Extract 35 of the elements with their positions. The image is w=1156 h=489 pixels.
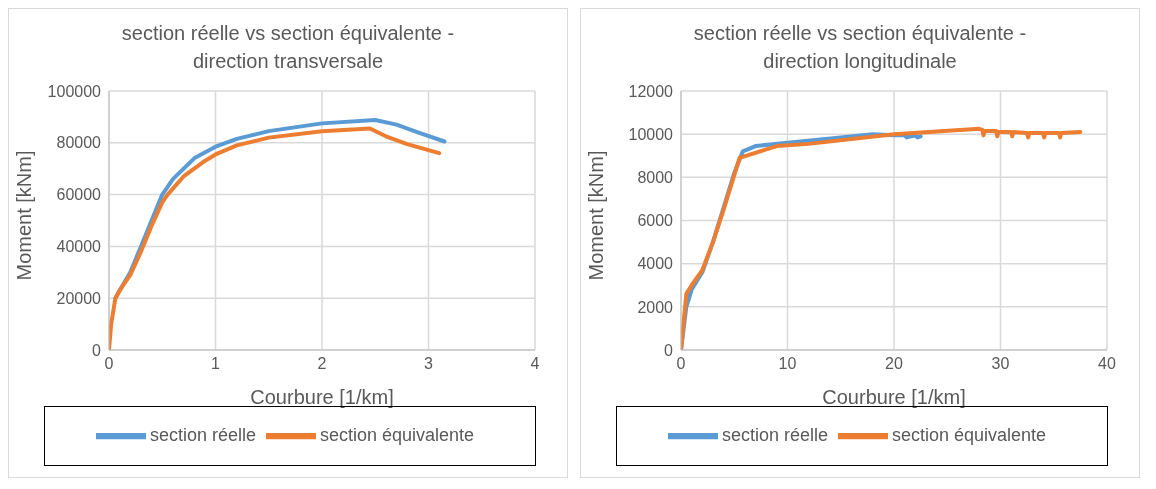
x-tick-label: 2 bbox=[317, 355, 327, 373]
y-tick-label: 60000 bbox=[56, 186, 102, 204]
legend-label: section réelle bbox=[149, 424, 256, 445]
x-tick-label: 0 bbox=[104, 355, 114, 373]
y-tick-label: 4000 bbox=[637, 255, 674, 273]
y-tick-label: 100000 bbox=[47, 82, 102, 100]
x-axis-title: Courbure [1/km] bbox=[250, 386, 394, 408]
x-tick-label: 40 bbox=[1098, 355, 1116, 373]
x-tick-label: 0 bbox=[676, 355, 686, 373]
y-axis-title: Moment [kNm] bbox=[585, 150, 608, 281]
y-tick-label: 80000 bbox=[56, 134, 102, 152]
y-tick-label: 8000 bbox=[637, 169, 674, 187]
x-tick-label: 1 bbox=[211, 355, 221, 373]
chart-title: section réelle vs section équivalente - direction longitudinale bbox=[692, 21, 1028, 74]
line-series bbox=[109, 126, 442, 350]
line-series bbox=[681, 126, 1083, 350]
y-tick-label: 2000 bbox=[637, 298, 674, 316]
y-tick-label: 0 bbox=[92, 341, 102, 359]
y-tick-label: 20000 bbox=[56, 289, 102, 307]
y-tick-label: 10000 bbox=[628, 125, 674, 143]
y-axis-title: Moment [kNm] bbox=[13, 150, 36, 281]
chart-title: section réelle vs section équivalente - direction transversale bbox=[120, 21, 456, 74]
y-tick-label: 6000 bbox=[637, 212, 674, 230]
y-tick-label: 0 bbox=[664, 341, 674, 359]
x-tick-label: 30 bbox=[991, 355, 1010, 373]
x-tick-label: 20 bbox=[885, 355, 903, 373]
x-tick-label: 10 bbox=[778, 355, 797, 373]
legend-label: section équivalente bbox=[319, 424, 475, 445]
x-tick-label: 3 bbox=[424, 355, 434, 373]
legend-label: section réelle bbox=[721, 424, 828, 445]
x-axis-title: Courbure [1/km] bbox=[822, 386, 966, 408]
x-tick-label: 4 bbox=[530, 355, 540, 373]
legend-label: section équivalente bbox=[891, 424, 1047, 445]
y-tick-label: 12000 bbox=[628, 82, 674, 100]
y-tick-label: 40000 bbox=[56, 238, 102, 256]
